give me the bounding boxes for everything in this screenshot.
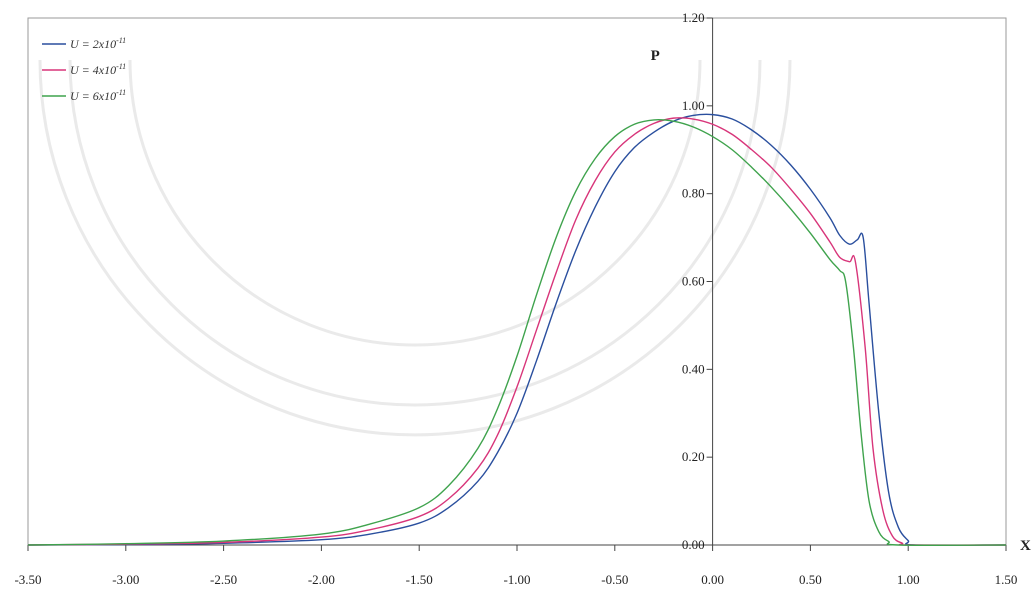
legend-label-base: U = 4x10 [70, 63, 116, 77]
legend-label-2: U = 4x10-11 [70, 62, 126, 77]
legend-label-exponent: -11 [116, 88, 126, 97]
plot-frame [27, 17, 1007, 546]
y-tick-label: 0.80 [682, 186, 705, 201]
x-tick-label: -1.50 [406, 572, 433, 587]
x-tick-label: -2.00 [308, 572, 335, 587]
x-tick-label: 1.50 [995, 572, 1018, 587]
legend-label-base: U = 2x10 [70, 37, 116, 51]
y-tick-label: 0.60 [682, 274, 705, 289]
x-tick-label: -1.00 [503, 572, 530, 587]
y-tick-label: 0.00 [682, 537, 705, 552]
x-axis-title: X [1020, 538, 1031, 554]
legend-label-exponent: -11 [116, 36, 126, 45]
y-tick-label: 0.20 [682, 449, 705, 464]
legend-label-3: U = 6x10-11 [70, 88, 126, 103]
y-axis-title: P [651, 48, 660, 64]
x-tick-label: 0.00 [701, 572, 724, 587]
x-tick-label: -3.50 [14, 572, 41, 587]
legend-label-base: U = 6x10 [70, 89, 116, 103]
x-tick-label: -2.50 [210, 572, 237, 587]
series-line-2 [27, 117, 1007, 546]
x-tick-label: -3.00 [112, 572, 139, 587]
legend-label-1: U = 2x10-11 [70, 36, 126, 51]
axes: -3.50 -3.00 -2.50 -2.00 -1.50 -1.00 -0.50 0.00 0… [14, 10, 1031, 587]
watermark-seal [38, 59, 792, 437]
legend-label-exponent: -11 [116, 62, 126, 71]
x-tick-label: 1.00 [897, 572, 920, 587]
legend: U = 2x10-11U = 4x10-11U = 6x10-11 [42, 36, 126, 103]
y-tick-label: 1.00 [682, 98, 705, 113]
plot-lines [27, 113, 1007, 547]
x-tick-label: -0.50 [601, 572, 628, 587]
series-line-3 [27, 119, 1007, 546]
series-line-1 [27, 113, 1007, 547]
y-tick-label: 1.20 [682, 10, 705, 25]
x-tick-label: 0.50 [799, 572, 822, 587]
y-tick-label: 0.40 [682, 361, 705, 376]
